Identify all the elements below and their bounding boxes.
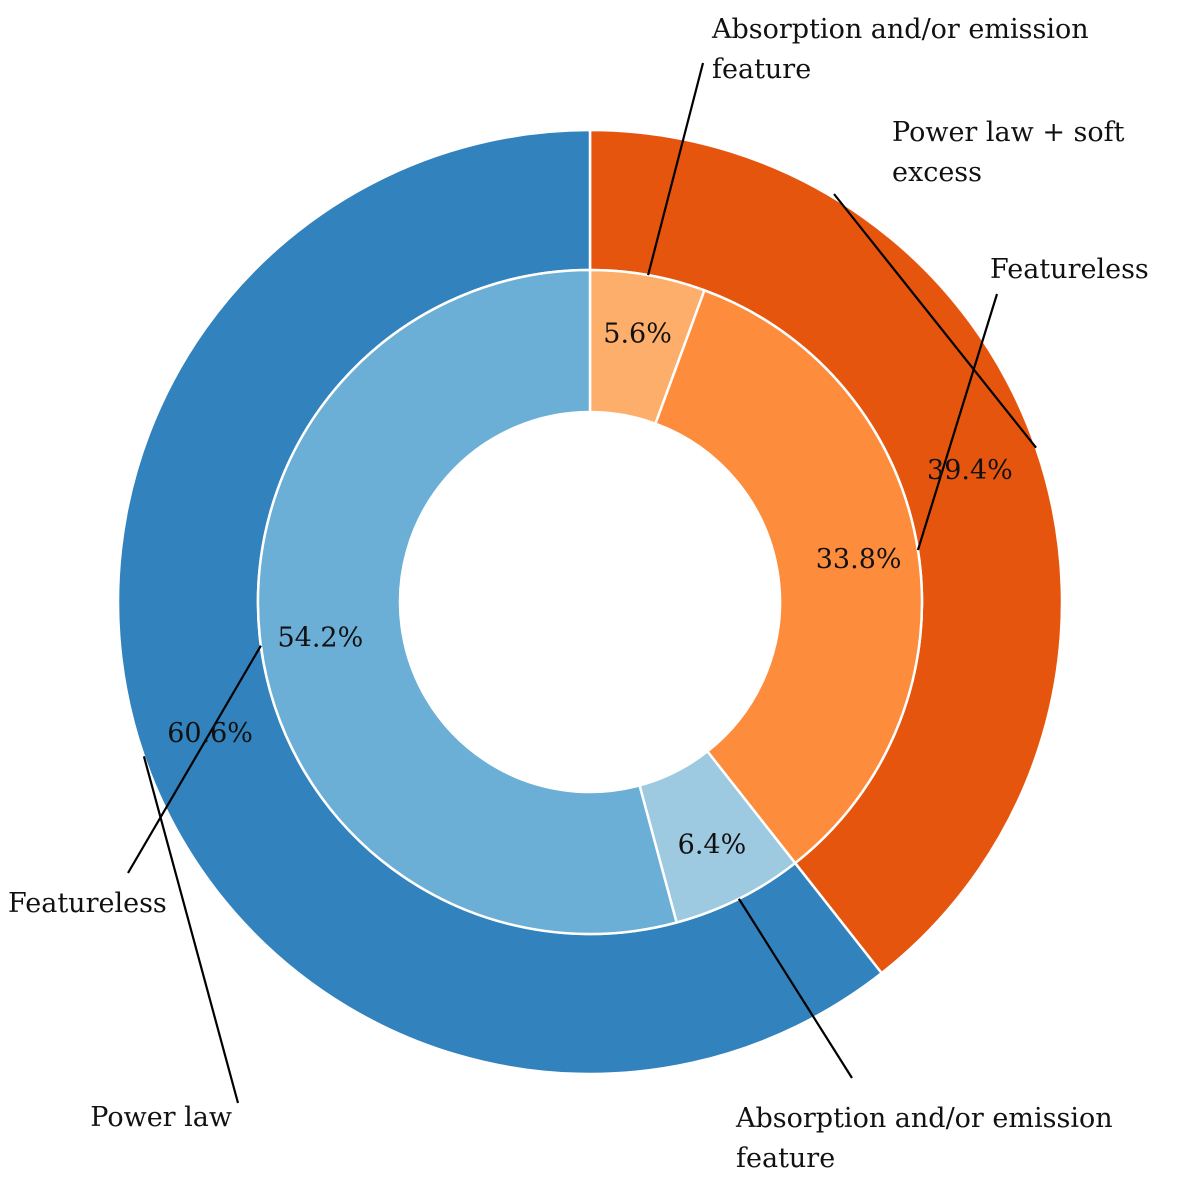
slice-label-line: Power law + soft — [892, 117, 1125, 148]
inner-ring-slice-label: Featureless — [990, 254, 1149, 285]
inner-ring-leader-line — [127, 645, 262, 874]
slice-label-line: Absorption and/or emission — [735, 1103, 1113, 1134]
slice-label-line: Featureless — [990, 254, 1149, 285]
inner-ring-percent-label: 33.8% — [816, 544, 902, 575]
inner-ring-percent-label: 6.4% — [678, 830, 747, 861]
inner-ring-leader-line — [916, 293, 999, 551]
slice-label-line: excess — [892, 157, 982, 188]
slice-label-line: Power law — [90, 1102, 232, 1133]
outer-ring-leader-line — [833, 193, 1037, 449]
leader-line-layer — [127, 62, 1037, 1104]
inner-ring-slice-2 — [653, 288, 924, 865]
inner-ring-leader-line — [647, 62, 705, 276]
slice-label-line: feature — [712, 54, 811, 85]
slice-label-line: Absorption and/or emission — [711, 14, 1089, 45]
inner-ring-leader-line — [737, 898, 853, 1079]
inner-ring-slice-4 — [256, 268, 679, 936]
label-layer: 39.4% Power law + soft excess 60.6% Power la… — [8, 14, 1149, 1174]
outer-ring-slice-label: Power law + soft excess — [892, 117, 1125, 188]
slice-label-line: feature — [736, 1143, 835, 1174]
inner-ring-slice-label: Absorption and/or emission feature — [735, 1103, 1113, 1174]
slice-label-line: Featureless — [8, 888, 167, 919]
inner-ring-percent-label: 5.6% — [603, 319, 672, 350]
wedge-layer — [116, 128, 1064, 1076]
inner-ring-percent-label: 54.2% — [277, 622, 363, 653]
outer-ring-percent-label: 39.4% — [927, 455, 1013, 486]
inner-ring-slice-label: Absorption and/or emission feature — [711, 14, 1089, 85]
outer-ring-percent-label: 60.6% — [167, 718, 253, 749]
outer-ring-slice-label: Power law — [90, 1102, 232, 1133]
outer-ring-leader-line — [142, 756, 240, 1104]
inner-ring-slice-label: Featureless — [8, 888, 167, 919]
